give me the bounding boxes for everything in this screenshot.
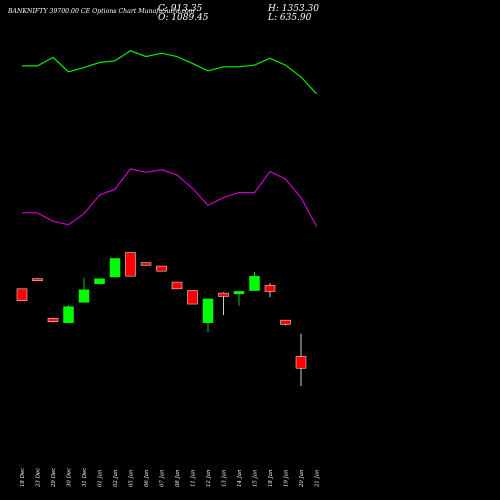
x-tick-label: 20 Jan <box>299 469 305 488</box>
chart-title: BANKNIFTY 39700.00 CE Options Chart Muna… <box>8 8 195 15</box>
candle-body <box>202 298 214 323</box>
close-price-label: C: 913.35 <box>158 4 203 14</box>
x-tick-label: 11 Jan <box>191 469 197 487</box>
x-tick-label: 05 Jan <box>129 469 135 487</box>
lower-band-line <box>22 168 318 227</box>
candle-body <box>16 288 28 301</box>
x-tick-label: 02 Jan <box>113 469 119 487</box>
x-tick-label: 08 Jan <box>175 469 181 487</box>
candle-body <box>109 258 121 278</box>
candle-body <box>264 285 276 292</box>
x-tick-label: 31 Dec <box>82 468 88 487</box>
x-tick-label: 12 Jan <box>206 469 212 487</box>
candle-body <box>94 278 105 285</box>
candle-body <box>233 291 245 295</box>
candle-body <box>187 290 198 305</box>
low-price-label: L: 635.90 <box>268 13 312 23</box>
candle-body <box>32 278 43 281</box>
x-tick-label: 13 Jan <box>222 469 228 487</box>
x-tick-label: 19 Jan <box>284 469 290 487</box>
candle-body <box>156 265 167 272</box>
candle-body <box>47 318 59 323</box>
candle-body <box>218 292 229 297</box>
x-tick-label: 15 Jan <box>253 469 259 487</box>
candle-body <box>249 275 260 291</box>
x-tick-label: 01 Jan <box>98 469 104 487</box>
open-price-label: O: 1089.45 <box>158 13 209 23</box>
candle-body <box>140 262 152 266</box>
candle-body <box>78 289 90 303</box>
candle-body <box>280 319 291 325</box>
x-tick-label: 30 Dec <box>67 468 73 487</box>
x-tick-label: 29 Dec <box>51 468 57 488</box>
upper-band-line <box>22 50 317 95</box>
x-tick-label: 07 Jan <box>160 469 166 487</box>
candle-body <box>125 252 136 277</box>
high-price-label: H: 1353.30 <box>268 4 319 14</box>
x-tick-label: 18 Dec <box>20 468 26 487</box>
candle-body <box>295 356 307 369</box>
candle-body <box>63 306 74 323</box>
x-tick-label: 21 Jan <box>315 469 321 488</box>
x-tick-label: 18 Jan <box>268 469 274 487</box>
x-tick-label: 23 Dec <box>36 468 42 488</box>
candle-body <box>171 281 183 290</box>
x-tick-label: 14 Jan <box>237 469 243 487</box>
x-tick-label: 06 Jan <box>144 469 150 487</box>
